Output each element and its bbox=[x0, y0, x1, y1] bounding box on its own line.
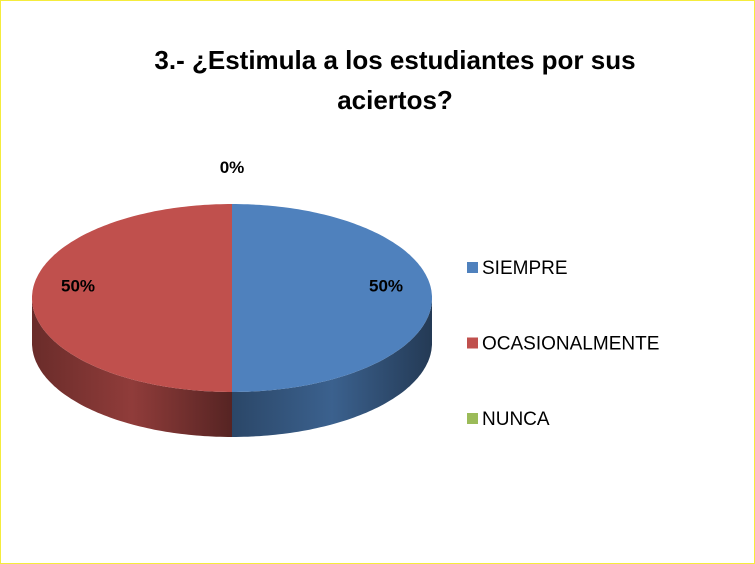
data-label: 50% bbox=[61, 276, 95, 295]
chart-title: 3.- ¿Estimula a los estudiantes por sus … bbox=[154, 45, 636, 115]
slice-side bbox=[32, 298, 232, 437]
data-label: 0% bbox=[220, 158, 245, 177]
legend-swatch bbox=[467, 337, 478, 349]
legend-label: SIEMPRE bbox=[482, 258, 568, 279]
data-label: 50% bbox=[369, 276, 403, 295]
legend-label: NUNCA bbox=[482, 409, 550, 430]
slice-side bbox=[232, 298, 432, 437]
slice bbox=[32, 204, 232, 392]
slice bbox=[232, 204, 432, 392]
legend-swatch bbox=[467, 262, 478, 273]
legend-swatch bbox=[467, 413, 478, 424]
legend-label: OCASIONALMENTE bbox=[482, 334, 659, 355]
